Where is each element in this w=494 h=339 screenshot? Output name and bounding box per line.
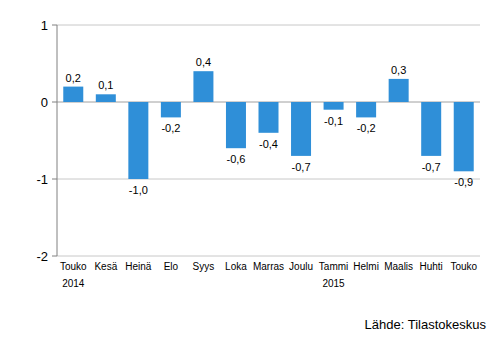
x-tick-label: Huhti — [420, 261, 443, 272]
bar — [421, 102, 441, 156]
bar — [226, 102, 246, 148]
year-label: 2014 — [62, 278, 85, 289]
y-tick — [52, 179, 57, 180]
x-tick-label: Helmi — [353, 261, 379, 272]
x-tick-label: Tammi — [319, 261, 348, 272]
y-tick-label: -2 — [36, 249, 48, 264]
bar — [356, 102, 376, 117]
x-tick-label: Elo — [164, 261, 179, 272]
data-label: -0,4 — [259, 138, 278, 150]
x-tick-label: Joulu — [289, 261, 313, 272]
data-label: -0,2 — [161, 122, 180, 134]
x-tick-label: Kesä — [94, 261, 117, 272]
x-tick-label: Loka — [225, 261, 247, 272]
year-label: 2015 — [322, 278, 345, 289]
data-label: 0,1 — [98, 79, 113, 91]
data-label: 0,4 — [196, 56, 211, 68]
chart: -2 -1 0 1 0,2 0,1 -1,0 -0,2 0,4 -0,6 -0,4 -0,7 -0,1 -… — [0, 0, 494, 339]
x-tick-label: Heinä — [125, 261, 152, 272]
y-tick-label: 1 — [41, 18, 48, 33]
data-label: -0,1 — [324, 115, 343, 127]
bar — [161, 102, 181, 117]
x-tick-label: Touko — [450, 261, 477, 272]
bar — [324, 102, 344, 110]
data-label: -0,9 — [454, 176, 473, 188]
data-label: -0,6 — [226, 153, 245, 165]
bar — [389, 79, 409, 102]
y-tick — [52, 256, 57, 257]
data-label: -0,7 — [292, 161, 311, 173]
y-tick — [52, 25, 57, 26]
bar — [454, 102, 474, 171]
y-tick — [52, 102, 57, 103]
x-tick-label: Marras — [253, 261, 284, 272]
bar — [96, 94, 116, 102]
bar — [128, 102, 148, 179]
bar — [291, 102, 311, 156]
x-tick-label: Maalis — [384, 261, 413, 272]
grid-line — [57, 256, 480, 257]
bar — [63, 87, 83, 102]
bars — [63, 71, 473, 179]
y-tick-label: 0 — [41, 95, 48, 110]
grid-line — [57, 25, 480, 26]
y-tick-label: -1 — [36, 172, 48, 187]
bar — [193, 71, 213, 102]
x-tick-label: Syys — [193, 261, 215, 272]
data-label: -1,0 — [129, 184, 148, 196]
data-label: -0,2 — [357, 122, 376, 134]
y-axis — [57, 25, 58, 256]
data-label: 0,2 — [66, 72, 81, 84]
data-label: -0,7 — [422, 161, 441, 173]
x-tick-label: Touko — [60, 261, 87, 272]
bar — [259, 102, 279, 133]
data-label: 0,3 — [391, 64, 406, 76]
source: Lähde: Tilastokeskus — [365, 317, 487, 332]
grid-line — [57, 179, 480, 180]
